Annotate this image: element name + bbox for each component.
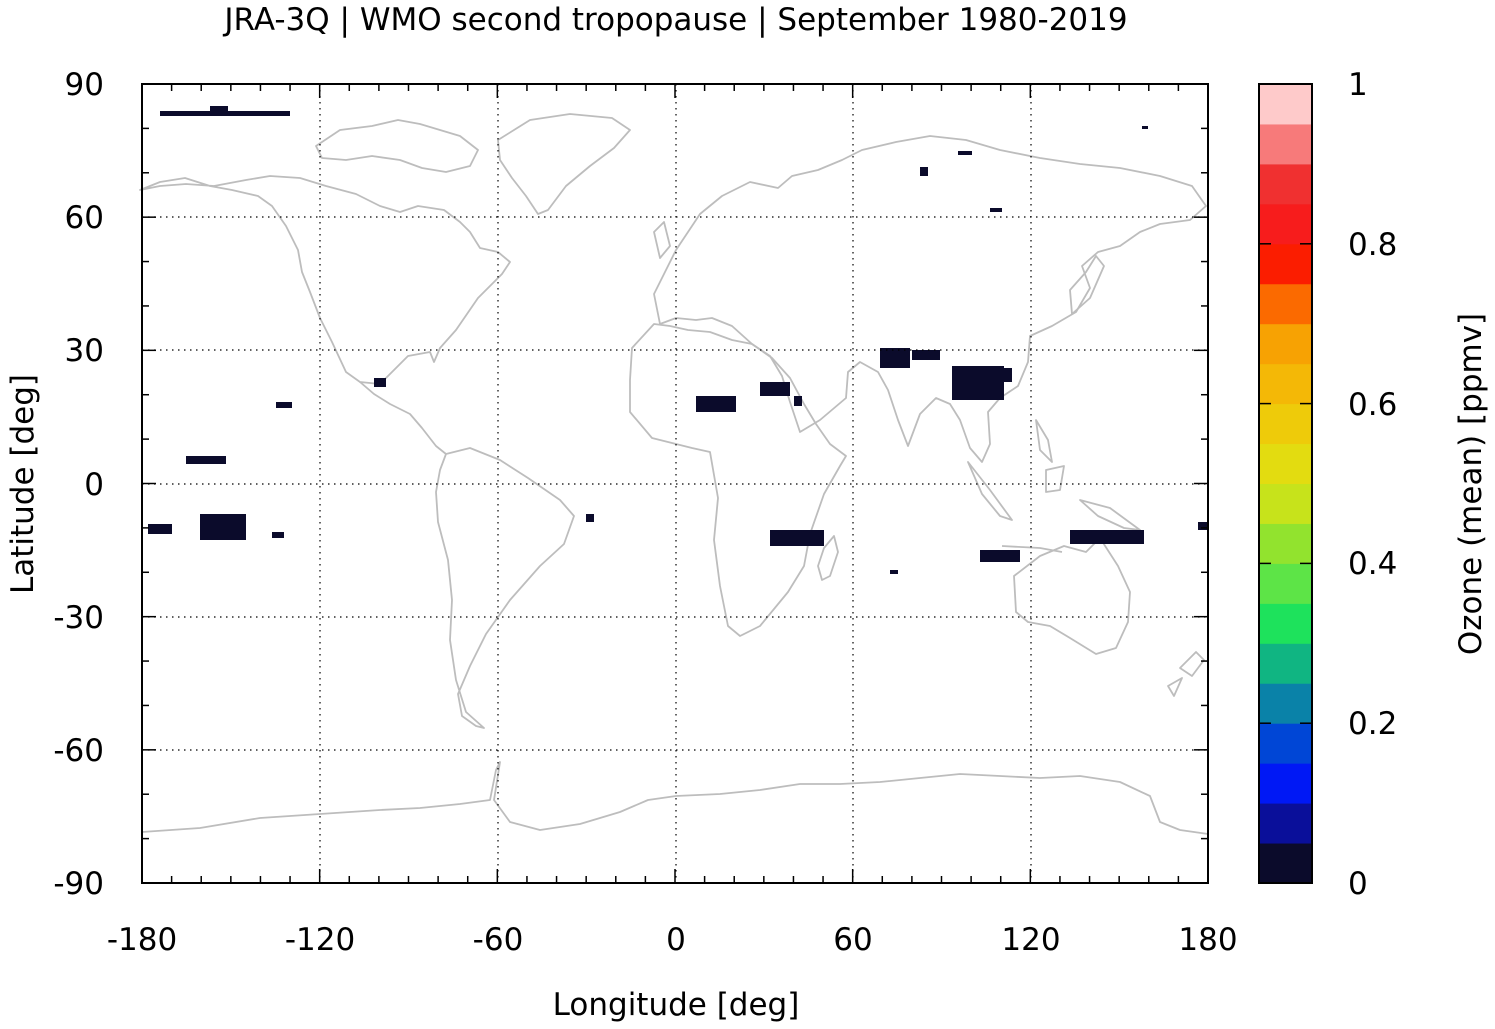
- x-tick-label: 60: [833, 922, 872, 958]
- colorbar: 0 0.2 0.4 0.6 0.8 1 Ozone (mean) [ppmv]: [1258, 67, 1489, 902]
- colorbar-tick-label: 0.4: [1348, 546, 1397, 582]
- plot-tick-marks: [141, 83, 1209, 884]
- data-region-indian-ocean-south: [890, 570, 898, 574]
- data-region-coral-sea: [1070, 530, 1144, 544]
- data-region-south-pacific: [200, 514, 246, 540]
- data-region-pacific-islands: [186, 456, 226, 464]
- coastline-arctic-archipelago: [315, 119, 479, 173]
- colorbar-label: Ozone (mean) [ppmv]: [1453, 313, 1489, 655]
- colorbar-tick-label: 1: [1348, 67, 1368, 103]
- coastline-japan: [1069, 255, 1105, 315]
- colorbar-swatch: [1259, 323, 1312, 365]
- colorbar-swatch: [1259, 243, 1312, 285]
- colorbar-swatch: [1259, 483, 1312, 524]
- data-region-north-pacific: [276, 402, 292, 408]
- colorbar-swatch: [1259, 763, 1312, 804]
- colorbar-swatch: [1259, 523, 1312, 564]
- y-tick-label: -30: [53, 600, 104, 636]
- map-plot-area: [139, 83, 1209, 884]
- colorbar-swatch: [1259, 603, 1312, 644]
- data-region-south-pacific-west: [148, 524, 172, 534]
- colorbar-swatch: [1259, 203, 1312, 245]
- data-region-tibet-west: [880, 348, 910, 368]
- data-cells-layer: [148, 106, 1208, 574]
- coastline-maritime-continent: [967, 419, 1141, 553]
- x-tick-label: -180: [107, 922, 177, 958]
- x-axis-label: Longitude [deg]: [553, 987, 800, 1023]
- coastline-africa: [629, 323, 847, 637]
- data-region-south-pacific-east: [272, 532, 284, 538]
- data-region-arctic-east: [1142, 126, 1148, 129]
- data-region-mexico: [374, 378, 386, 387]
- y-axis-label: Latitude [deg]: [5, 374, 41, 594]
- x-tick-label: 0: [666, 922, 686, 958]
- coastline-central-america: [359, 381, 447, 455]
- colorbar-swatch: [1259, 723, 1312, 764]
- data-region-siberia-east: [958, 151, 972, 155]
- colorbar-tick-label: 0: [1348, 866, 1368, 902]
- coastline-south-america: [435, 447, 575, 729]
- data-region-south-china: [952, 366, 1004, 400]
- data-region-siberia: [920, 167, 928, 176]
- x-tick-label: -60: [473, 922, 524, 958]
- data-region-indonesia: [980, 550, 1020, 562]
- chart-title: JRA-3Q | WMO second tropopause | Septemb…: [222, 2, 1127, 38]
- grid-lines: [142, 84, 1208, 883]
- colorbar-tick-labels: 0 0.2 0.4 0.6 0.8 1: [1348, 67, 1397, 902]
- data-region-sahara-west: [696, 396, 736, 412]
- coastline-madagascar: [817, 535, 839, 581]
- y-tick-label: -60: [53, 733, 104, 769]
- data-region-arctic: [160, 111, 290, 116]
- x-tick-labels: -180 -120 -60 0 60 120 180: [107, 922, 1238, 958]
- colorbar-swatch: [1259, 563, 1312, 604]
- colorbar-tick-label: 0.6: [1348, 387, 1397, 423]
- colorbar-swatch: [1259, 84, 1312, 125]
- data-region-siberia-north: [990, 208, 1002, 212]
- data-region-indian-ocean: [770, 530, 824, 546]
- x-tick-label: -120: [285, 922, 355, 958]
- y-tick-label: 0: [84, 467, 104, 503]
- coastline-australia: [1013, 537, 1131, 655]
- data-region-south-china-ext: [1000, 368, 1012, 382]
- colorbar-swatch: [1259, 803, 1312, 844]
- colorbar-frame: [1258, 83, 1313, 884]
- coastline-greenland: [497, 113, 631, 215]
- coastline-uk: [653, 221, 671, 259]
- colorbar-swatches: [1259, 84, 1312, 884]
- x-tick-label: 120: [1001, 922, 1060, 958]
- data-region-atlantic: [586, 514, 594, 522]
- data-region-tibet-east: [912, 350, 940, 360]
- colorbar-swatch: [1259, 403, 1312, 445]
- data-region-arctic-cap: [210, 106, 228, 112]
- y-tick-label: -90: [53, 866, 104, 902]
- y-tick-labels: 90 60 30 0 -30 -60 -90: [53, 67, 104, 902]
- data-region-sahara-edge: [794, 396, 802, 406]
- data-region-date-line: [1198, 522, 1208, 530]
- y-tick-label: 30: [65, 333, 104, 369]
- colorbar-tick-label: 0.8: [1348, 227, 1397, 263]
- colorbar-swatch: [1259, 163, 1312, 205]
- coastline-eurasia: [653, 135, 1207, 463]
- colorbar-swatch: [1259, 283, 1312, 325]
- colorbar-swatch: [1259, 363, 1312, 405]
- coastline-layer: [139, 113, 1209, 835]
- colorbar-tick-label: 0.2: [1348, 706, 1397, 742]
- colorbar-swatch: [1259, 443, 1312, 484]
- coastline-antarctica: [141, 761, 1209, 835]
- x-tick-label: 180: [1178, 922, 1237, 958]
- data-region-sahara-east: [760, 382, 790, 396]
- colorbar-swatch: [1259, 843, 1312, 884]
- y-tick-label: 90: [65, 67, 104, 103]
- colorbar-swatch: [1259, 123, 1312, 165]
- coastline-north-america: [139, 175, 511, 385]
- colorbar-swatch: [1259, 683, 1312, 724]
- coastline-new-zealand: [1167, 651, 1205, 697]
- colorbar-swatch: [1259, 643, 1312, 684]
- y-tick-label: 60: [65, 200, 104, 236]
